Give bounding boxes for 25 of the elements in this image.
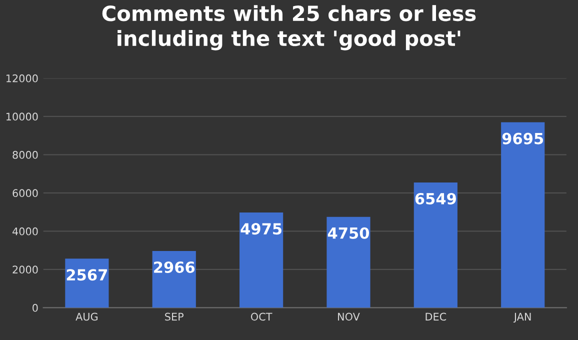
y-tick-label: 2000 — [12, 266, 38, 274]
bar — [414, 182, 458, 308]
y-tick-label: 8000 — [12, 150, 38, 159]
bar — [240, 212, 284, 308]
data-label: 9695 — [502, 132, 544, 144]
data-label: 6549 — [415, 192, 456, 204]
bar — [501, 122, 545, 308]
x-tick-label: NOV — [338, 312, 360, 321]
y-tick-label: 4000 — [12, 227, 38, 236]
y-tick-label: 6000 — [12, 189, 38, 198]
x-tick-label: AUG — [76, 312, 98, 321]
x-tick-label: SEP — [165, 312, 184, 321]
bar — [326, 216, 370, 308]
x-tick-label: OCT — [250, 312, 272, 321]
chart-title: Comments with 25 chars or less including the text 'good post' — [102, 5, 476, 50]
bar — [65, 258, 109, 308]
y-tick-label: 0 — [32, 304, 38, 312]
x-tick-label: DEC — [426, 312, 446, 321]
y-tick-label: 12000 — [6, 74, 38, 82]
data-label: 2567 — [66, 269, 107, 281]
data-label: 4750 — [328, 227, 370, 239]
data-label: 4975 — [240, 223, 282, 235]
x-tick-label: JAN — [513, 312, 531, 323]
y-tick-label: 10000 — [6, 112, 38, 121]
data-label: 2966 — [154, 261, 195, 274]
